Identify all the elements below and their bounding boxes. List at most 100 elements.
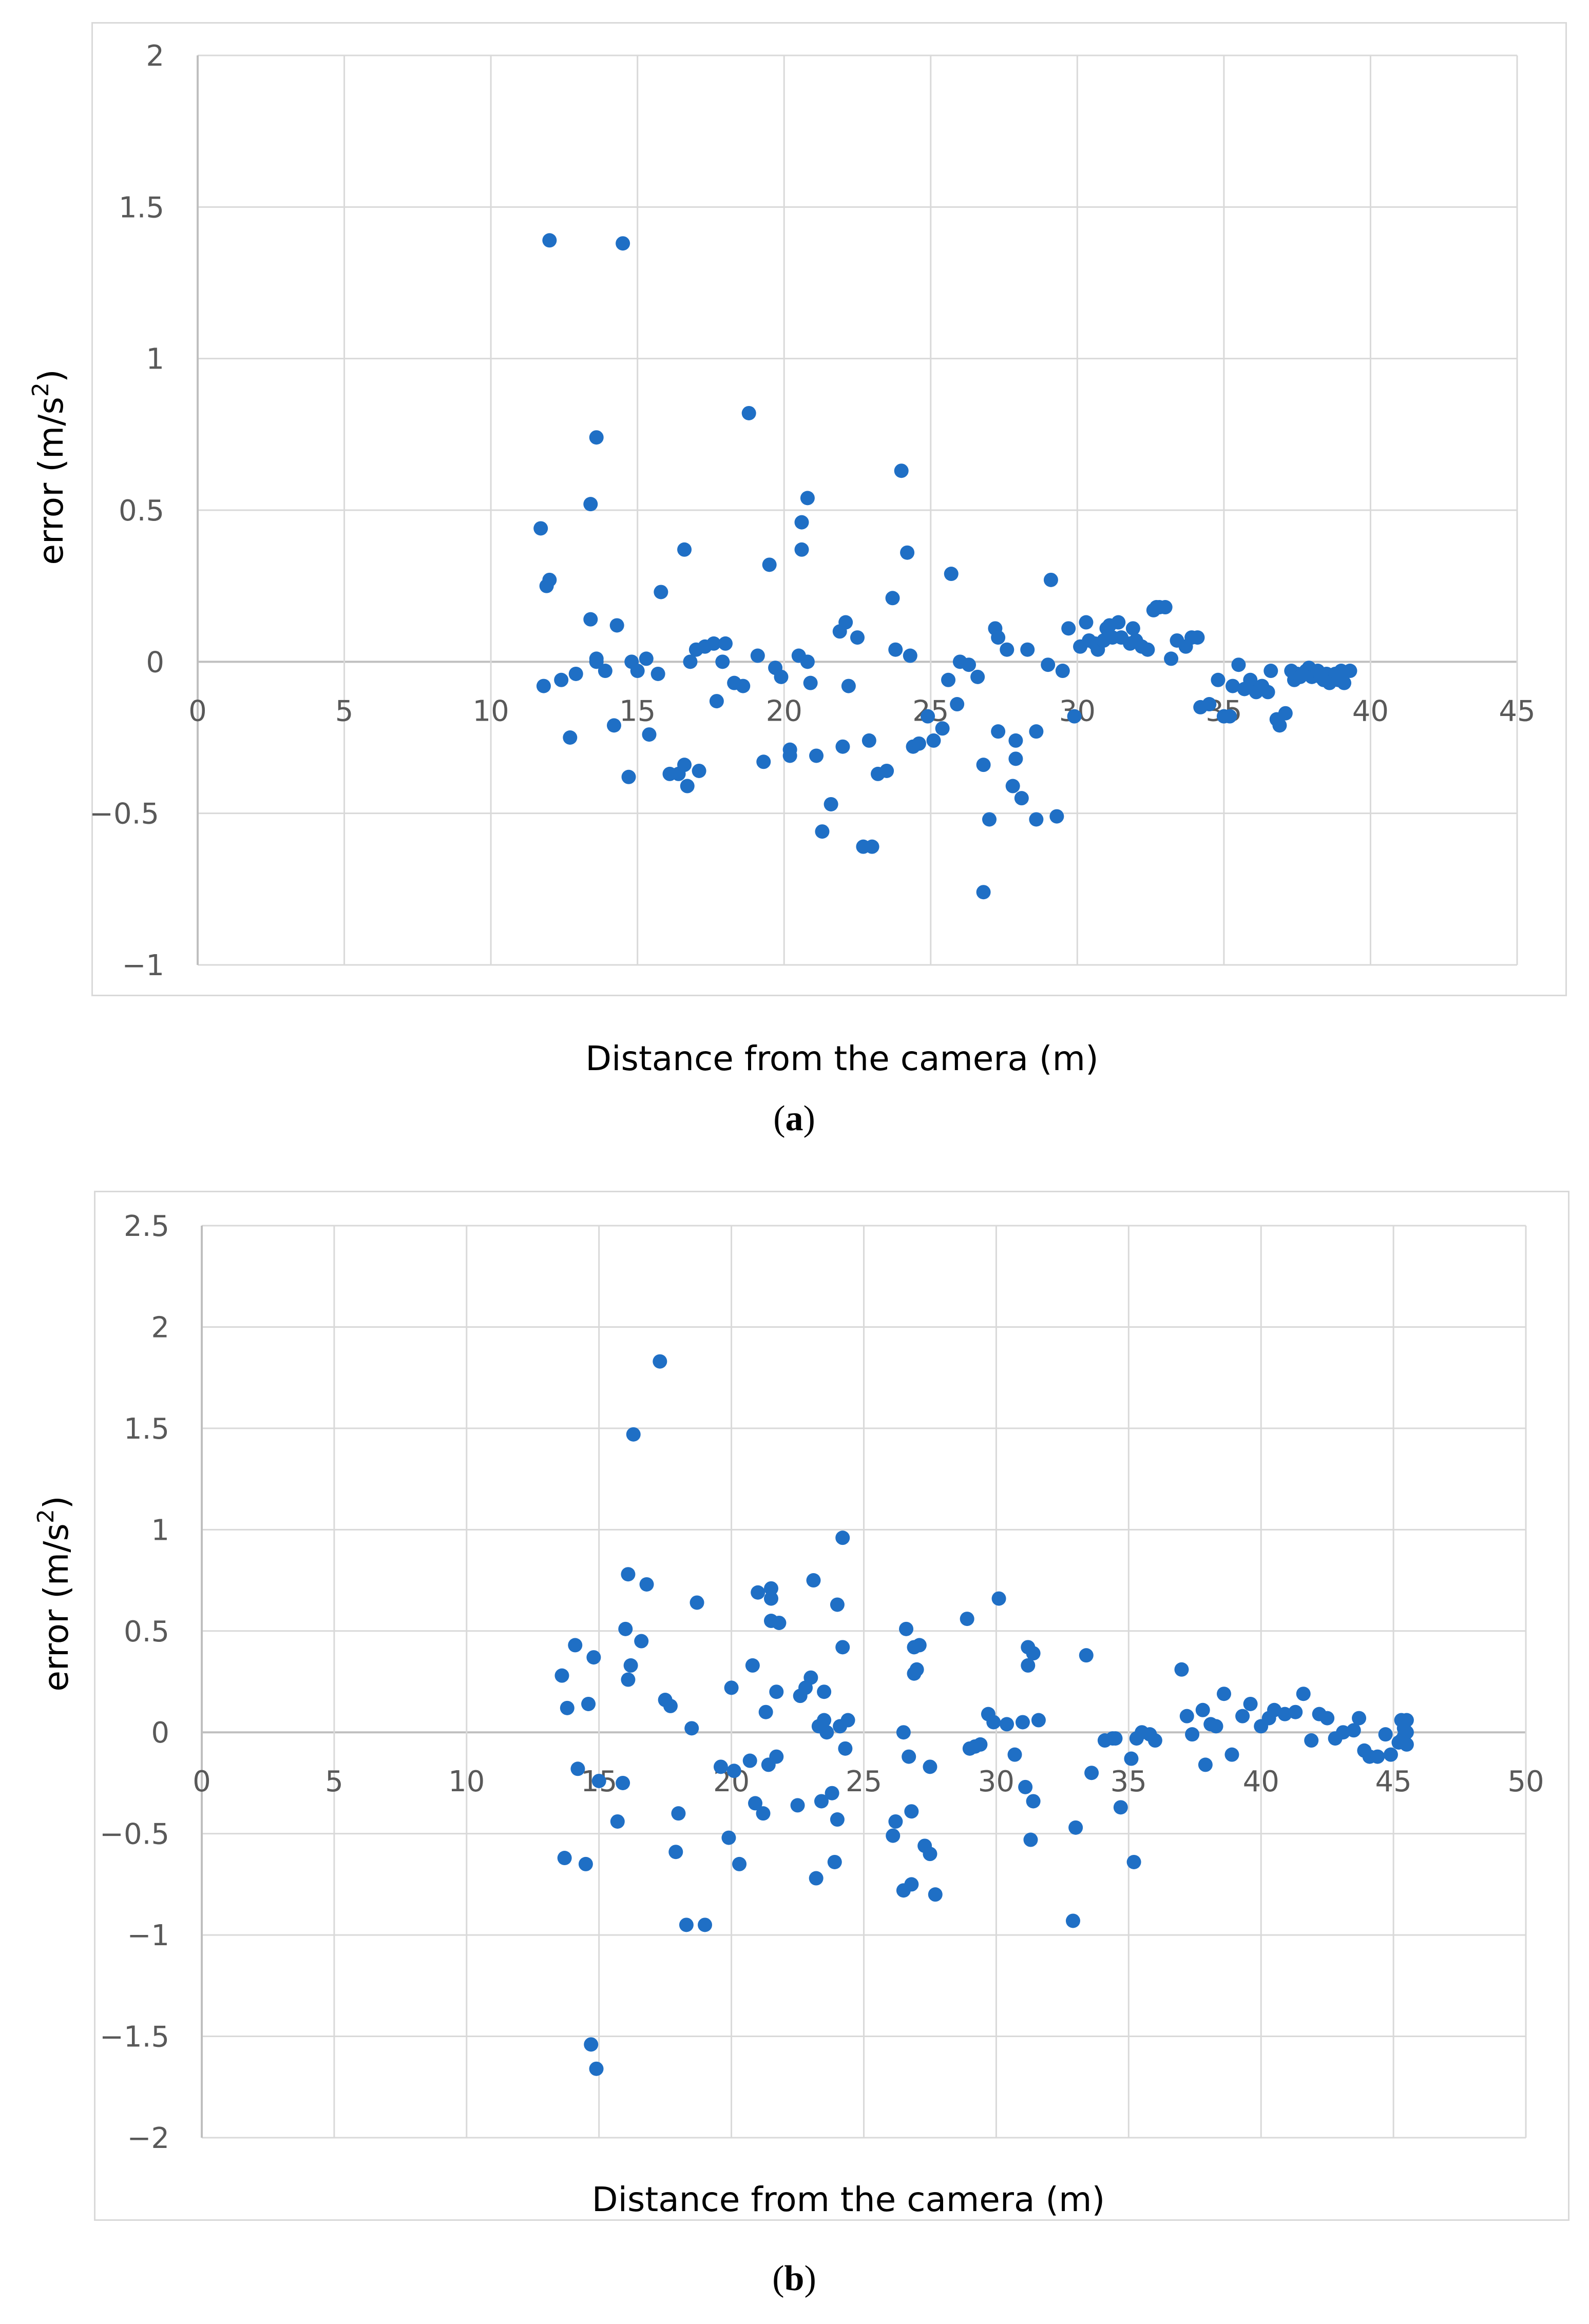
- data-point-b: [639, 1577, 654, 1592]
- data-point-b: [912, 1638, 927, 1653]
- data-point-b: [1065, 1913, 1080, 1928]
- data-point-b: [621, 1567, 636, 1582]
- data-point-b: [904, 1877, 919, 1892]
- data-point-a: [1029, 724, 1044, 739]
- data-point-a: [1343, 664, 1357, 679]
- data-point-b: [758, 1705, 773, 1719]
- data-point-b: [1209, 1719, 1223, 1734]
- data-point-b: [973, 1737, 988, 1752]
- data-point-a: [841, 679, 856, 693]
- x-tick-label-b: 0: [193, 1765, 211, 1798]
- data-point-a: [1278, 706, 1293, 721]
- y-tick-label-b: 2: [151, 1311, 169, 1344]
- data-point-a: [715, 654, 730, 669]
- data-point-a: [1014, 791, 1029, 806]
- data-point-a: [803, 675, 818, 690]
- data-point-b: [772, 1615, 787, 1630]
- data-point-b: [745, 1658, 760, 1673]
- data-point-b: [923, 1847, 937, 1862]
- data-point-b: [814, 1794, 829, 1809]
- data-point-b: [570, 1761, 585, 1776]
- data-point-a: [1041, 657, 1056, 672]
- data-point-b: [724, 1680, 739, 1695]
- data-point-a: [542, 572, 557, 587]
- data-point-b: [1126, 1854, 1141, 1869]
- data-point-b: [1015, 1715, 1030, 1730]
- data-point-b: [1179, 1709, 1194, 1723]
- data-point-a: [650, 666, 665, 681]
- data-point-b: [838, 1741, 853, 1756]
- data-point-b: [1068, 1820, 1083, 1835]
- data-point-b: [560, 1700, 575, 1715]
- data-point-b: [886, 1828, 901, 1843]
- data-point-a: [782, 748, 797, 763]
- data-point-b: [991, 1591, 1006, 1606]
- data-point-a: [621, 769, 636, 784]
- data-point-b: [1383, 1747, 1398, 1762]
- data-point-a: [718, 636, 733, 651]
- x-tick-label-a: 45: [1499, 694, 1535, 728]
- data-point-a: [1260, 685, 1275, 700]
- data-point-a: [809, 748, 824, 763]
- data-point-b: [817, 1713, 832, 1728]
- caption-b: (b): [772, 2259, 816, 2298]
- data-point-a: [850, 630, 865, 645]
- data-point-a: [1226, 679, 1240, 693]
- data-point-a: [563, 730, 578, 745]
- data-point-b: [1185, 1727, 1200, 1742]
- data-point-a: [1043, 572, 1058, 587]
- data-point-a: [800, 654, 815, 669]
- data-point-b: [690, 1595, 704, 1610]
- data-point-b: [1224, 1747, 1239, 1762]
- data-point-b: [616, 1775, 630, 1790]
- y-tick-label-b: −1: [127, 1919, 169, 1952]
- y-tick-label-b: 2.5: [124, 1210, 169, 1243]
- x-tick-label-b: 35: [1111, 1765, 1147, 1798]
- data-point-a: [542, 233, 557, 248]
- y-tick-label-a: 1: [146, 343, 164, 376]
- data-point-a: [692, 763, 706, 778]
- data-point-a: [756, 754, 771, 769]
- data-point-b: [668, 1845, 683, 1860]
- data-point-b: [825, 1786, 839, 1800]
- data-point-b: [1021, 1658, 1036, 1673]
- data-point-b: [830, 1812, 845, 1827]
- data-point-a: [824, 797, 838, 811]
- data-point-a: [903, 648, 917, 663]
- y-tick-label-a: 0: [146, 646, 164, 679]
- data-point-a: [1008, 751, 1023, 766]
- data-point-a: [554, 672, 569, 687]
- data-point-b: [790, 1798, 805, 1813]
- data-point-a: [962, 657, 977, 672]
- data-point-b: [634, 1634, 649, 1649]
- data-point-a: [991, 630, 1006, 645]
- data-point-b: [1304, 1733, 1319, 1748]
- data-point-b: [806, 1573, 821, 1588]
- data-point-b: [909, 1662, 924, 1677]
- data-point-b: [557, 1851, 572, 1866]
- data-point-b: [1195, 1702, 1210, 1717]
- data-point-a: [1164, 651, 1179, 666]
- data-point-a: [706, 636, 721, 651]
- data-point-b: [742, 1753, 757, 1768]
- y-axis-title-b: error (m/s2): [33, 1496, 76, 1691]
- data-point-a: [1061, 621, 1076, 636]
- data-point-b: [763, 1581, 778, 1596]
- data-point-a: [1125, 621, 1140, 636]
- data-point-a: [583, 497, 598, 512]
- data-point-a: [1008, 733, 1023, 748]
- data-point-a: [815, 824, 830, 839]
- data-point-a: [616, 236, 630, 251]
- data-point-b: [888, 1814, 903, 1829]
- data-point-a: [589, 654, 604, 669]
- data-point-a: [680, 779, 695, 793]
- data-point-b: [698, 1918, 713, 1932]
- data-point-a: [888, 642, 903, 657]
- data-point-a: [800, 491, 815, 506]
- data-point-b: [902, 1749, 916, 1764]
- data-point-b: [751, 1585, 765, 1600]
- y-tick-label-b: −0.5: [100, 1818, 169, 1851]
- data-point-a: [1055, 664, 1070, 679]
- x-tick-label-b: 10: [448, 1765, 485, 1798]
